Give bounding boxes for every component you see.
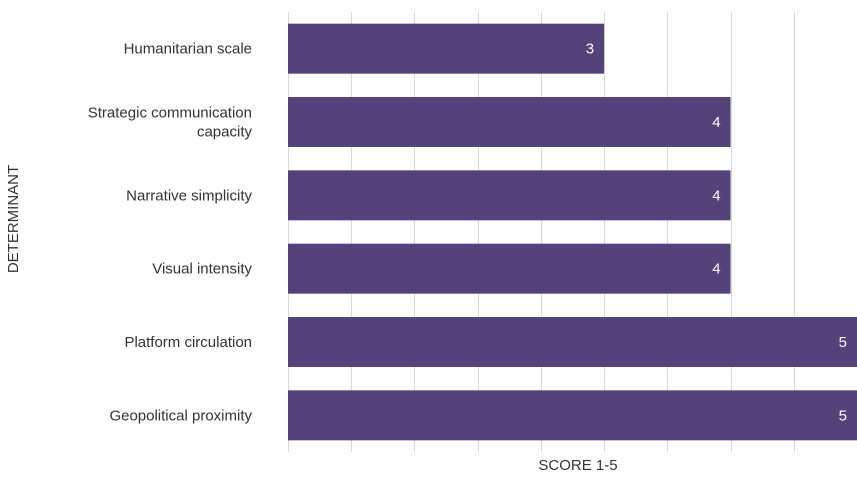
bar bbox=[288, 97, 731, 147]
category-label-line: Platform circulation bbox=[124, 334, 252, 351]
y-axis-title: DETERMINANT bbox=[5, 165, 22, 273]
category-label-line: Narrative simplicity bbox=[126, 187, 252, 204]
category-label-line: Humanitarian scale bbox=[124, 41, 252, 58]
category-label: Geopolitical proximity bbox=[109, 407, 252, 424]
category-label-line: capacity bbox=[197, 124, 253, 141]
value-labels: 3 4 4 4 5 5 bbox=[586, 41, 847, 425]
bar bbox=[288, 170, 731, 221]
category-label: Narrative simplicity bbox=[126, 187, 252, 204]
category-label: Platform circulation bbox=[124, 334, 252, 351]
bar-value-label: 4 bbox=[712, 114, 720, 131]
bar-value-label: 4 bbox=[712, 187, 720, 204]
category-label: Humanitarian scale bbox=[124, 41, 252, 58]
category-labels: Humanitarian scale Strategic communicatio… bbox=[88, 41, 253, 425]
bar-value-label: 4 bbox=[712, 261, 720, 278]
category-label: Visual intensity bbox=[152, 261, 252, 278]
category-label-line: Visual intensity bbox=[152, 261, 252, 278]
bar bbox=[288, 317, 857, 367]
x-axis-title: SCORE 1-5 bbox=[538, 457, 617, 474]
gridlines bbox=[288, 12, 795, 452]
bar bbox=[288, 23, 605, 74]
category-label: Strategic communication capacity bbox=[88, 105, 253, 141]
bar-value-label: 3 bbox=[586, 41, 594, 58]
bar bbox=[288, 243, 731, 294]
category-label-line: Geopolitical proximity bbox=[109, 407, 252, 424]
bar-value-label: 5 bbox=[839, 334, 847, 351]
bar bbox=[288, 390, 857, 441]
category-label-line: Strategic communication bbox=[88, 105, 252, 122]
bar-value-label: 5 bbox=[839, 407, 847, 424]
bars bbox=[288, 23, 857, 441]
